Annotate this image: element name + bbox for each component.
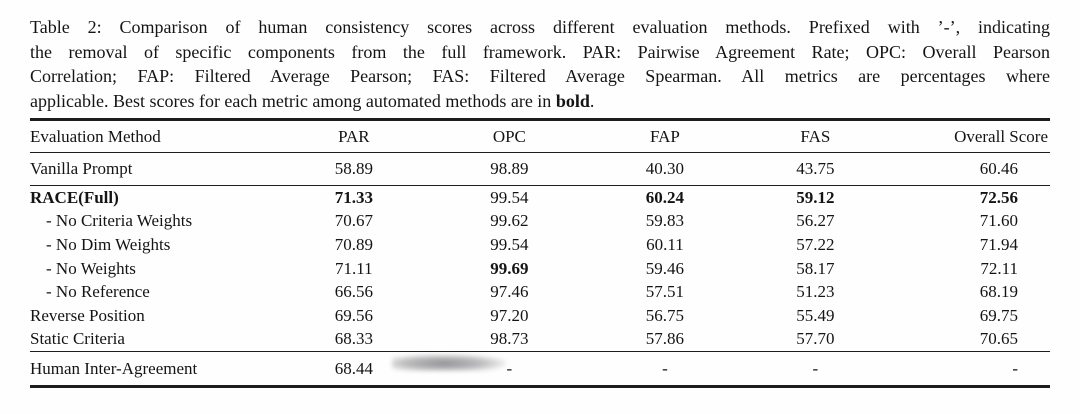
cell-value: 55.49 <box>796 305 835 325</box>
cell-value: 60.24 <box>645 187 685 207</box>
row-label: Reverse Position <box>30 305 145 325</box>
cell-value: 59.83 <box>645 211 685 231</box>
cell-value: 99.54 <box>490 234 529 254</box>
caption-line: applicable. Best scores for each metric … <box>30 89 1050 114</box>
cell-value: 43.75 <box>796 159 835 178</box>
row-label: - No Dim Weights <box>46 234 171 254</box>
row-label: - No Criteria Weights <box>46 211 193 231</box>
table-row: - No Dim Weights 70.89 99.54 60.11 57.22 71.9… <box>30 233 1050 257</box>
cell-value: 58.89 <box>334 159 373 178</box>
row-label: RACE(Full) <box>30 187 119 207</box>
row-label: - No Reference <box>46 282 150 302</box>
column-header: FAS <box>800 126 831 146</box>
cell-value: 68.44 <box>334 358 373 378</box>
cell-value: - <box>506 358 513 378</box>
cell-value: - <box>812 358 819 378</box>
table-row: - No Weights 71.11 99.69 59.46 58.17 72.11 <box>30 257 1050 281</box>
cell-value: 51.23 <box>796 282 835 302</box>
table-row: Vanilla Prompt 58.89 98.89 40.30 43.75 60.46 <box>30 152 1050 186</box>
cell-value: 59.12 <box>796 187 835 207</box>
cell-value: 97.46 <box>490 282 529 302</box>
caption-text: . <box>589 90 595 111</box>
cell-value: 69.75 <box>979 305 1018 325</box>
cell-value: 59.46 <box>645 258 685 278</box>
cell-value: 97.20 <box>490 305 529 325</box>
row-label: Vanilla Prompt <box>30 159 133 178</box>
row-label: Human Inter-Agreement <box>30 358 198 378</box>
cell-value: 68.19 <box>979 282 1018 302</box>
cell-value: 71.11 <box>335 258 373 278</box>
cell-value: 99.62 <box>490 211 529 231</box>
table-caption: Table 2: Comparison of human consistency… <box>30 15 1050 113</box>
cell-value: 72.11 <box>980 258 1018 278</box>
cell-value: 99.69 <box>490 258 529 278</box>
table-row: Human Inter-Agreement 68.44 - - - - <box>30 352 1050 387</box>
cell-value: 69.56 <box>334 305 373 325</box>
cell-value: 71.33 <box>334 187 373 207</box>
column-header: OPC <box>492 126 526 146</box>
header-row: Evaluation Method PAR OPC FAP FAS Overall Sco… <box>30 119 1050 152</box>
table-section: RACE(Full) 71.33 99.54 60.24 59.12 72.56 - No … <box>30 186 1050 352</box>
table-row: Reverse Position 69.56 97.20 56.75 55.49 69.7… <box>30 304 1050 328</box>
cell-value: 70.67 <box>334 211 373 231</box>
column-header: PAR <box>338 126 370 146</box>
caption-line: Table 2: Comparison of human consistency… <box>30 15 1050 40</box>
cell-value: 56.75 <box>645 305 685 325</box>
cell-value: 60.46 <box>979 159 1018 178</box>
row-label: - No Weights <box>46 258 136 278</box>
table-row: RACE(Full) 71.33 99.54 60.24 59.12 72.56 <box>30 186 1050 210</box>
caption-text: bold <box>555 90 590 111</box>
cell-value: - <box>662 358 668 378</box>
caption-line: the removal of specific components from … <box>30 40 1050 65</box>
cell-value: 70.89 <box>334 234 373 254</box>
cell-value: 71.60 <box>979 211 1018 231</box>
cell-value: 58.17 <box>796 258 835 278</box>
cell-value: 99.54 <box>490 187 529 207</box>
cell-value: 98.73 <box>490 329 529 349</box>
cell-value: 57.22 <box>796 234 835 254</box>
cell-value: 98.89 <box>490 159 529 178</box>
cell-value: 71.94 <box>979 234 1018 254</box>
caption-text: applicable. Best scores for each metric … <box>30 90 556 111</box>
table-section: Human Inter-Agreement 68.44 - - - - <box>30 352 1050 387</box>
cell-value: 56.27 <box>796 211 835 231</box>
table-row: - No Criteria Weights 70.67 99.62 59.83 56.2… <box>30 210 1050 234</box>
row-label: Static Criteria <box>30 329 125 349</box>
table-row: Static Criteria 68.33 98.73 57.86 57.70 70.65 <box>30 328 1050 352</box>
column-header: FAP <box>649 126 680 146</box>
cell-value: 57.86 <box>645 329 685 349</box>
table-row: - No Reference 66.56 97.46 57.51 51.23 68.19 <box>30 280 1050 304</box>
results-table: Evaluation Method PAR OPC FAP FAS Overall Sco… <box>30 118 1050 388</box>
caption-text: the removal of specific components from … <box>30 41 1050 62</box>
caption-text: Correlation; FAP: Filtered Average Pears… <box>30 66 1050 86</box>
caption-text: Table 2: Comparison of human consistency… <box>30 17 1050 37</box>
table-header: Evaluation Method PAR OPC FAP FAS Overall Sco… <box>30 119 1050 152</box>
cell-value: 57.70 <box>796 329 835 349</box>
cell-value: - <box>1012 358 1018 378</box>
caption-line: Correlation; FAP: Filtered Average Pears… <box>30 64 1050 89</box>
cell-value: 40.30 <box>645 159 685 178</box>
cell-value: 70.65 <box>979 329 1018 349</box>
cell-value: 72.56 <box>979 187 1018 207</box>
cell-value: 57.51 <box>645 282 685 302</box>
cell-value: 66.56 <box>334 282 373 302</box>
cell-value: 68.33 <box>334 329 373 349</box>
column-header: Overall Score <box>954 126 1048 146</box>
table-section: Vanilla Prompt 58.89 98.89 40.30 43.75 60.46 <box>30 152 1050 186</box>
cell-value: 60.11 <box>646 234 684 254</box>
column-header: Evaluation Method <box>30 126 161 146</box>
